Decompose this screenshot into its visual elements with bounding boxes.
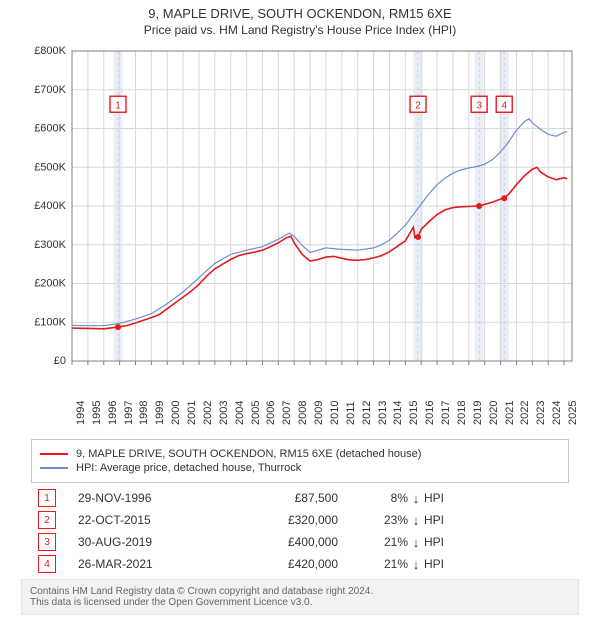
- legend-row-hpi: HPI: Average price, detached house, Thur…: [40, 462, 560, 474]
- chart-svg: £0 £100K £200K £300K £400K £500K £600K £700K £80…: [20, 41, 580, 391]
- x-tick-label: 1996: [107, 401, 119, 425]
- svg-text:1: 1: [115, 100, 121, 111]
- sale-price: £400,000: [228, 535, 338, 549]
- x-tick-label: 1999: [154, 401, 166, 425]
- svg-text:£800K: £800K: [34, 45, 66, 57]
- chart-title: 9, MAPLE DRIVE, SOUTH OCKENDON, RM15 6XE: [0, 6, 600, 21]
- down-arrow-icon: ↓: [408, 513, 424, 528]
- attribution-line2: This data is licensed under the Open Gov…: [30, 597, 570, 608]
- sale-hpi-label: HPI: [424, 513, 464, 527]
- x-tick-label: 2025: [567, 401, 579, 425]
- price-chart: £0 £100K £200K £300K £400K £500K £600K £700K £80…: [20, 41, 580, 391]
- svg-text:£700K: £700K: [34, 84, 66, 96]
- sale-diff-pct: 21%: [338, 557, 408, 571]
- x-tick-label: 2009: [313, 401, 325, 425]
- x-tick-label: 2008: [297, 401, 309, 425]
- sale-row: 3 30-AUG-2019£400,00021%↓HPI: [30, 531, 570, 553]
- svg-text:£400K: £400K: [34, 200, 66, 212]
- x-tick-label: 2011: [345, 401, 357, 425]
- x-tick-label: 2007: [281, 401, 293, 425]
- sale-date: 30-AUG-2019: [78, 535, 228, 549]
- chart-legend: 9, MAPLE DRIVE, SOUTH OCKENDON, RM15 6XE…: [31, 439, 569, 483]
- x-tick-label: 2003: [218, 401, 230, 425]
- svg-text:3: 3: [476, 100, 482, 111]
- x-tick-label: 2014: [392, 401, 404, 425]
- x-tick-label: 1998: [138, 401, 150, 425]
- sale-date: 22-OCT-2015: [78, 513, 228, 527]
- sale-row: 1 29-NOV-1996£87,5008%↓HPI: [30, 487, 570, 509]
- down-arrow-icon: ↓: [408, 535, 424, 550]
- sale-number-badge: 4: [38, 555, 56, 573]
- x-tick-label: 2017: [440, 401, 452, 425]
- sale-date: 26-MAR-2021: [78, 557, 228, 571]
- sales-table: 129-NOV-1996£87,5008%↓HPI222-OCT-2015£32…: [30, 487, 570, 575]
- x-tick-label: 2024: [551, 401, 563, 425]
- legend-swatch-hpi: [40, 467, 68, 469]
- x-tick-label: 1994: [75, 401, 87, 425]
- x-tick-label: 2012: [361, 401, 373, 425]
- x-tick-label: 2020: [488, 401, 500, 425]
- x-axis-labels: 1994 1995 1996 19971998 1999 2000 2001 2002 2003…: [20, 391, 580, 433]
- sale-number-badge: 1: [38, 489, 56, 507]
- sale-number-badge: 2: [38, 511, 56, 529]
- sale-diff-pct: 21%: [338, 535, 408, 549]
- x-tick-label: 1997: [123, 401, 135, 425]
- svg-text:£600K: £600K: [34, 123, 66, 135]
- sale-row: 2 22-OCT-2015£320,00023%↓HPI: [30, 509, 570, 531]
- sale-price: £320,000: [228, 513, 338, 527]
- x-tick-label: 2010: [329, 401, 341, 425]
- x-tick-label: 2001: [186, 401, 198, 425]
- legend-row-property: 9, MAPLE DRIVE, SOUTH OCKENDON, RM15 6XE…: [40, 448, 560, 460]
- x-tick-label: 2005: [250, 401, 262, 425]
- chart-subtitle: Price paid vs. HM Land Registry's House …: [0, 23, 600, 37]
- attribution-box: Contains HM Land Registry data © Crown c…: [21, 579, 579, 615]
- x-tick-label: 2000: [170, 401, 182, 425]
- svg-text:2: 2: [415, 100, 421, 111]
- x-tick-label: 2021: [504, 401, 516, 425]
- svg-text:£300K: £300K: [34, 239, 66, 251]
- svg-text:£500K: £500K: [34, 161, 66, 173]
- down-arrow-icon: ↓: [408, 557, 424, 572]
- svg-text:4: 4: [501, 100, 507, 111]
- down-arrow-icon: ↓: [408, 491, 424, 506]
- x-tick-label: 2015: [408, 401, 420, 425]
- x-tick-label: 2022: [519, 401, 531, 425]
- sale-hpi-label: HPI: [424, 535, 464, 549]
- legend-label-hpi: HPI: Average price, detached house, Thur…: [76, 462, 301, 474]
- x-tick-label: 2013: [377, 401, 389, 425]
- x-tick-label: 2006: [265, 401, 277, 425]
- x-tick-label: 2016: [424, 401, 436, 425]
- svg-text:£200K: £200K: [34, 278, 66, 290]
- x-tick-label: 1995: [91, 401, 103, 425]
- legend-swatch-property: [40, 453, 68, 455]
- x-tick-label: 2004: [234, 401, 246, 425]
- x-tick-label: 2019: [472, 401, 484, 425]
- attribution-line1: Contains HM Land Registry data © Crown c…: [30, 586, 570, 597]
- svg-text:£100K: £100K: [34, 316, 66, 328]
- x-tick-label: 2018: [456, 401, 468, 425]
- sale-diff-pct: 8%: [338, 491, 408, 505]
- sale-row: 4 26-MAR-2021£420,00021%↓HPI: [30, 553, 570, 575]
- sale-hpi-label: HPI: [424, 491, 464, 505]
- sale-hpi-label: HPI: [424, 557, 464, 571]
- x-tick-label: 2002: [202, 401, 214, 425]
- sale-price: £420,000: [228, 557, 338, 571]
- sale-price: £87,500: [228, 491, 338, 505]
- sale-diff-pct: 23%: [338, 513, 408, 527]
- x-tick-label: 2023: [535, 401, 547, 425]
- sale-date: 29-NOV-1996: [78, 491, 228, 505]
- svg-text:£0: £0: [54, 355, 66, 367]
- legend-label-property: 9, MAPLE DRIVE, SOUTH OCKENDON, RM15 6XE…: [76, 448, 421, 460]
- sale-number-badge: 3: [38, 533, 56, 551]
